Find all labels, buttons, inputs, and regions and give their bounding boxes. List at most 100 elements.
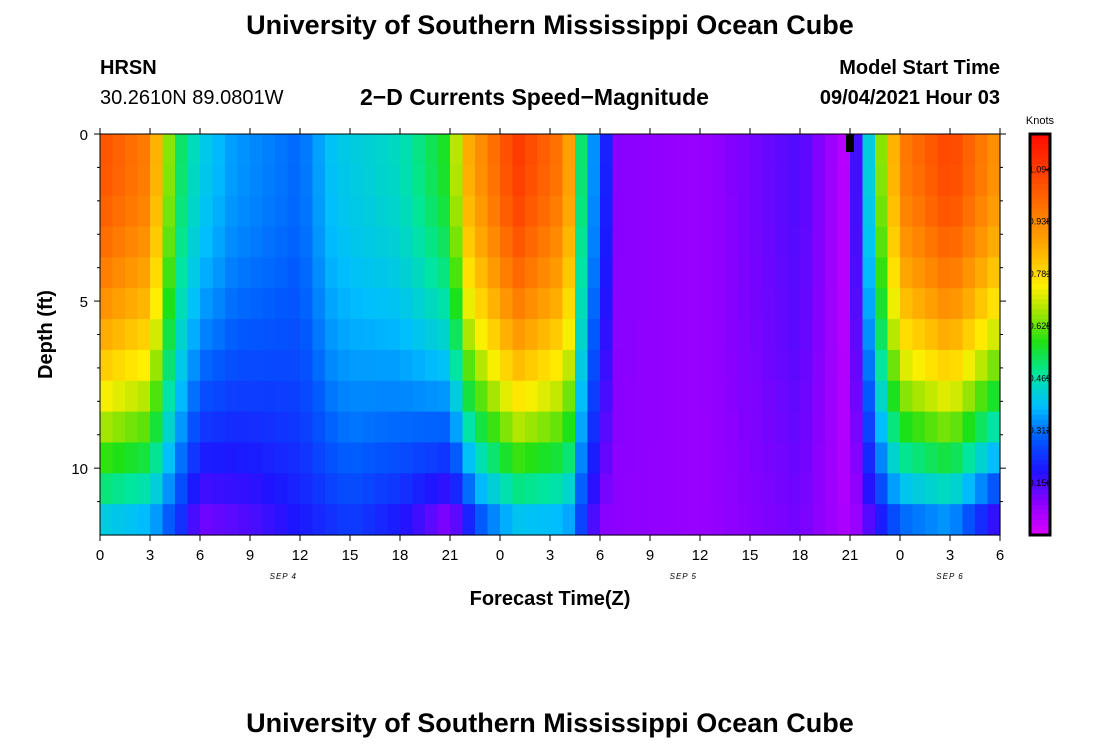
heatmap-cell bbox=[725, 504, 739, 536]
heatmap-cell bbox=[137, 504, 151, 536]
heatmap-cell bbox=[712, 380, 726, 413]
heatmap-cell bbox=[725, 380, 739, 413]
heatmap-cell bbox=[100, 319, 114, 351]
heatmap-cell bbox=[337, 164, 351, 197]
colorbar-segment bbox=[1030, 169, 1050, 175]
heatmap-cell bbox=[225, 411, 239, 444]
heatmap-cell bbox=[225, 195, 239, 228]
heatmap-cell bbox=[950, 226, 964, 258]
heatmap-cell bbox=[787, 380, 801, 413]
colorbar-segment bbox=[1030, 359, 1050, 366]
heatmap-cell bbox=[837, 257, 851, 289]
heatmap-cell bbox=[312, 473, 326, 505]
colorbar-segment bbox=[1030, 479, 1050, 486]
heatmap-cell bbox=[312, 380, 326, 413]
heatmap-cell bbox=[250, 257, 264, 289]
heatmap-cell bbox=[250, 164, 264, 197]
heatmap-cell bbox=[375, 164, 389, 197]
heatmap-cell bbox=[887, 442, 901, 474]
heatmap-cell bbox=[950, 349, 964, 382]
heatmap-cell bbox=[687, 319, 701, 351]
colorbar-segment bbox=[1030, 259, 1050, 265]
heatmap-cell bbox=[762, 349, 776, 382]
current-time-marker bbox=[846, 134, 854, 152]
heatmap-cell bbox=[837, 473, 851, 505]
heatmap-cell bbox=[675, 349, 689, 382]
heatmap-cell bbox=[962, 380, 976, 413]
colorbar-segment bbox=[1030, 414, 1050, 421]
heatmap-cell bbox=[775, 349, 789, 382]
heatmap-cell bbox=[812, 319, 826, 351]
heatmap-cell bbox=[812, 349, 826, 382]
heatmap-cell bbox=[500, 349, 514, 382]
heatmap-cell bbox=[487, 473, 501, 505]
heatmap-cell bbox=[725, 319, 739, 351]
heatmap-cell bbox=[275, 319, 289, 351]
heatmap-cell bbox=[562, 288, 576, 320]
heatmap-cell bbox=[637, 504, 651, 536]
heatmap-cell bbox=[425, 319, 439, 351]
heatmap-cell bbox=[637, 380, 651, 413]
heatmap-cell bbox=[937, 288, 951, 320]
x-tick-label: 12 bbox=[692, 547, 709, 564]
heatmap-cell bbox=[750, 288, 764, 320]
heatmap-cell bbox=[450, 380, 464, 413]
colorbar-segment bbox=[1030, 179, 1050, 185]
heatmap-cell bbox=[325, 288, 339, 320]
heatmap-cell bbox=[400, 442, 414, 474]
heatmap-cell bbox=[762, 380, 776, 413]
heatmap-cell bbox=[937, 411, 951, 444]
heatmap-cell bbox=[737, 288, 751, 320]
heatmap-cell bbox=[725, 195, 739, 228]
heatmap-cell bbox=[387, 442, 401, 474]
heatmap-cell bbox=[712, 257, 726, 289]
colorbar-segment bbox=[1030, 404, 1050, 411]
y-tick-label: 10 bbox=[71, 461, 88, 478]
heatmap-cell bbox=[587, 411, 601, 444]
heatmap-cell bbox=[287, 442, 301, 474]
heatmap-cell bbox=[475, 195, 489, 228]
heatmap-cell bbox=[912, 442, 926, 474]
heatmap-cell bbox=[600, 473, 614, 505]
heatmap-cell bbox=[787, 226, 801, 258]
heatmap-cell bbox=[700, 442, 714, 474]
heatmap-cell bbox=[900, 195, 914, 228]
heatmap-cell bbox=[300, 134, 314, 166]
heatmap-cell bbox=[887, 164, 901, 197]
heatmap-cell bbox=[750, 134, 764, 166]
heatmap-cell bbox=[425, 380, 439, 413]
heatmap-cell bbox=[250, 195, 264, 228]
colorbar-segment bbox=[1030, 319, 1050, 326]
heatmap-cell bbox=[212, 411, 226, 444]
heatmap-cell bbox=[350, 473, 364, 505]
heatmap-cell bbox=[987, 504, 1001, 536]
heatmap-cell bbox=[375, 226, 389, 258]
heatmap-cell bbox=[812, 226, 826, 258]
x-tick-label: 3 bbox=[546, 547, 554, 564]
heatmap-cell bbox=[975, 164, 989, 197]
heatmap-cell bbox=[412, 257, 426, 289]
heatmap-cell bbox=[725, 473, 739, 505]
heatmap-cell bbox=[200, 226, 214, 258]
heatmap-cell bbox=[725, 288, 739, 320]
heatmap-cell bbox=[387, 257, 401, 289]
heatmap-cell bbox=[412, 380, 426, 413]
heatmap-cell bbox=[325, 473, 339, 505]
heatmap-cell bbox=[275, 411, 289, 444]
heatmap-cell bbox=[350, 195, 364, 228]
heatmap-cell bbox=[675, 164, 689, 197]
heatmap-cell bbox=[950, 380, 964, 413]
heatmap-cell bbox=[462, 349, 476, 382]
heatmap-cell bbox=[875, 288, 889, 320]
heatmap-cell bbox=[387, 288, 401, 320]
heatmap-cell bbox=[612, 319, 626, 351]
heatmap-cell bbox=[525, 349, 539, 382]
heatmap-cell bbox=[925, 164, 939, 197]
heatmap-cell bbox=[837, 349, 851, 382]
heatmap-cell bbox=[325, 380, 339, 413]
heatmap-cell bbox=[900, 411, 914, 444]
heatmap-cell bbox=[450, 349, 464, 382]
heatmap-cell bbox=[375, 195, 389, 228]
heatmap-cell bbox=[587, 257, 601, 289]
heatmap-cell bbox=[725, 411, 739, 444]
